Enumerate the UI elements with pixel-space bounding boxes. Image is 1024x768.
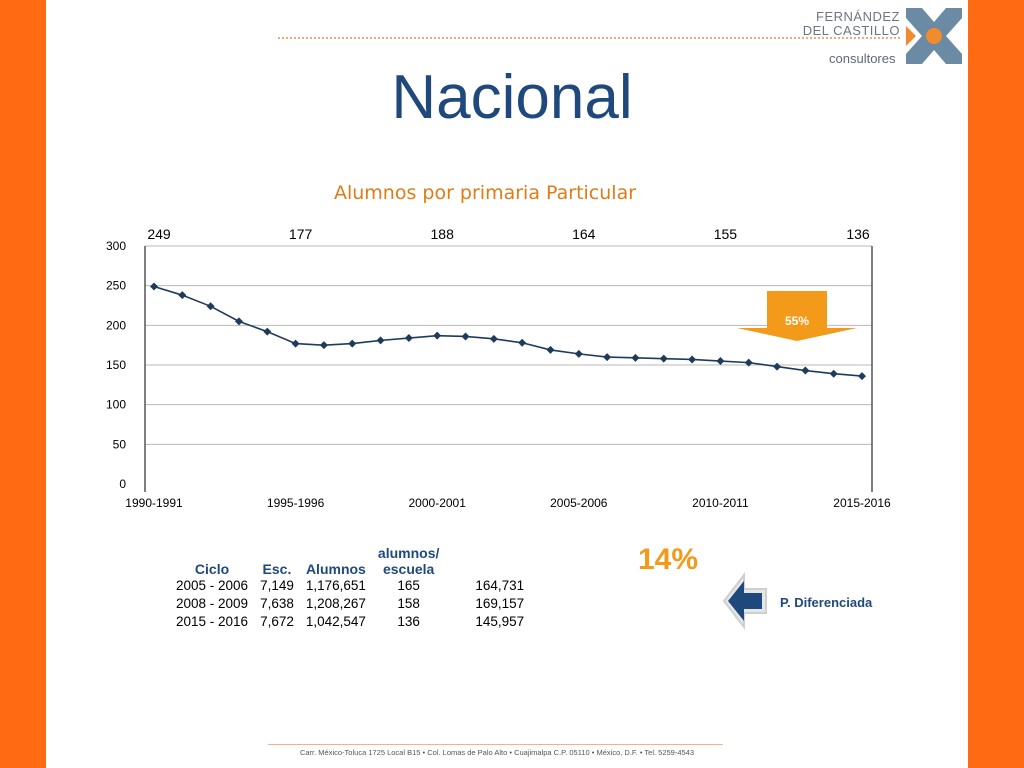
data-point	[150, 282, 158, 291]
data-point	[773, 362, 782, 371]
data-point	[433, 331, 442, 340]
logo-line-1: FERNÁNDEZ	[816, 9, 900, 24]
data-point	[829, 369, 838, 378]
table-cell: 2015 - 2016	[176, 614, 249, 629]
y-tick-label: 100	[106, 398, 126, 412]
y-tick-label: 50	[113, 437, 127, 451]
table-cell: 164,731	[475, 578, 525, 593]
table-cell: 7,638	[260, 596, 294, 611]
data-point	[319, 341, 328, 350]
logo-subtitle: consultores	[829, 51, 896, 66]
top-value-label: 136	[846, 226, 870, 242]
table-cell: 1,208,267	[305, 596, 366, 611]
data-point	[461, 332, 470, 341]
data-point	[376, 336, 385, 345]
y-tick-label: 150	[106, 358, 126, 372]
chart-title: Alumnos por primaria Particular	[333, 182, 637, 204]
arrow-left-icon	[722, 572, 767, 630]
table-header-cell: Esc.	[262, 561, 292, 577]
y-tick-label: 200	[106, 318, 126, 332]
top-value-label: 164	[572, 226, 596, 242]
top-value-label: 249	[147, 226, 171, 242]
data-point	[688, 355, 697, 364]
data-point	[291, 339, 300, 348]
table-row: 2005 - 2006 7,149 1,176,651 165 164,731	[170, 577, 530, 595]
table-cell: 7,149	[260, 578, 294, 593]
data-point	[716, 357, 725, 366]
table-header-cell: Ciclo	[194, 561, 230, 577]
data-point	[659, 354, 668, 363]
table-cell: 145,957	[475, 614, 525, 629]
table-row: 2008 - 2009 7,638 1,208,267 158 169,157	[170, 595, 530, 613]
data-point	[518, 338, 527, 347]
side-label: P. Diferenciada	[780, 595, 873, 610]
table-cell: 2008 - 2009	[176, 596, 249, 611]
table-header-cell	[445, 545, 530, 577]
top-value-label: 177	[289, 226, 313, 242]
data-point	[404, 334, 413, 343]
data-point	[546, 345, 555, 354]
table-row: 2015 - 2016 7,672 1,042,547 136 145,957	[170, 613, 530, 631]
header-divider	[278, 37, 900, 39]
table-header-row: Ciclo Esc. Alumnos alumnos/ escuela	[170, 545, 530, 577]
data-point	[178, 291, 187, 300]
company-logo-text: FERNÁNDEZ DEL CASTILLO	[803, 10, 900, 38]
table-cell: 158	[397, 596, 420, 611]
y-tick-label: 0	[119, 477, 126, 491]
data-point	[631, 353, 640, 362]
data-table: Ciclo Esc. Alumnos alumnos/ escuela 2005…	[170, 545, 530, 631]
data-point	[858, 372, 866, 381]
footer-divider	[268, 744, 723, 745]
x-tick-label: 2005-2006	[550, 496, 608, 510]
x-tick-label: 1995-1996	[267, 496, 325, 510]
down-arrow-icon	[737, 291, 857, 341]
table-cell: 7,672	[260, 614, 294, 629]
table-cell: 169,157	[475, 596, 525, 611]
table-cell: 1,042,547	[305, 614, 366, 629]
table-cell: 1,176,651	[305, 578, 366, 593]
data-point	[603, 353, 612, 362]
big-percent: 14%	[638, 543, 699, 576]
x-tick-label: 1990-1991	[125, 496, 183, 510]
top-value-label: 155	[714, 226, 738, 242]
data-point	[263, 327, 272, 336]
data-point	[489, 334, 498, 343]
page-title: Nacional	[391, 63, 633, 132]
x-tick-label: 2000-2001	[409, 496, 467, 510]
data-point	[348, 339, 357, 348]
data-point	[744, 358, 753, 367]
logo-line-2: DEL CASTILLO	[802, 23, 900, 38]
series-line	[153, 285, 863, 377]
annotation-label: 55%	[785, 314, 809, 328]
company-logo-icon	[906, 8, 962, 64]
y-tick-label: 300	[106, 239, 126, 253]
data-point	[234, 317, 243, 326]
slide	[46, 0, 968, 768]
table-cell: 165	[397, 578, 420, 593]
data-point	[206, 302, 215, 311]
table-cell: 136	[397, 614, 420, 629]
footer-address: Carr. México-Toluca 1725 Local B15 • Col…	[299, 748, 695, 757]
data-point	[801, 366, 810, 375]
table-cell: 2005 - 2006	[176, 578, 249, 593]
y-tick-label: 250	[106, 279, 126, 293]
x-tick-label: 2010-2011	[692, 496, 749, 510]
x-tick-label: 2015-2016	[833, 496, 891, 510]
table-header-cell: Alumnos	[305, 561, 366, 577]
table-header-cell: alumnos/ escuela	[377, 545, 440, 577]
data-point	[574, 349, 583, 358]
top-value-label: 188	[431, 226, 455, 242]
